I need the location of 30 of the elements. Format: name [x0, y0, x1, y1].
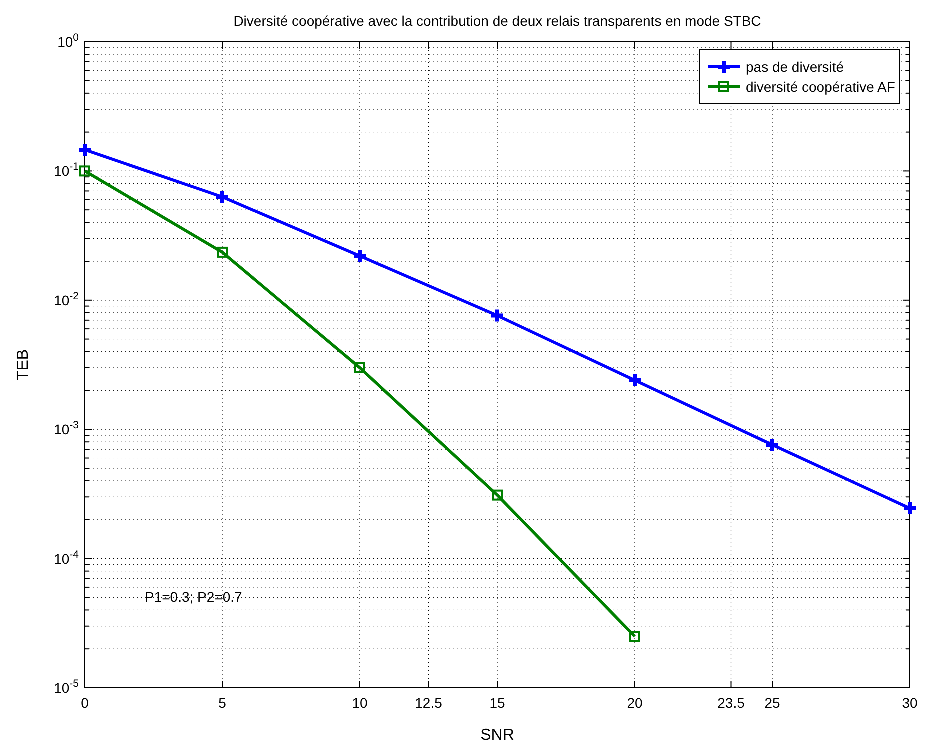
x-axis-title: SNR	[480, 727, 514, 744]
x-tick-label: 15	[490, 695, 506, 711]
y-tick-label: 10$^{-5}$	[54, 678, 80, 696]
chart-title: Diversité coopérative avec la contribution de deux relais transparents en mode STBC	[234, 13, 762, 29]
x-tick-label: 0	[81, 695, 90, 711]
point	[217, 246, 228, 258]
y-tick-label: 10$^{-2}$	[54, 290, 80, 308]
y-tick-label: 10$^{-1}$	[54, 161, 80, 180]
legend-label: diversité coopérative AF	[746, 79, 896, 95]
y-tick-label: 10$^{-4}$	[54, 548, 80, 567]
point	[352, 248, 368, 264]
point	[630, 631, 640, 642]
point	[214, 189, 230, 206]
point	[764, 437, 780, 453]
point	[80, 166, 90, 177]
y-axis-title: TEB	[15, 349, 32, 381]
x-tick-label: 12.5	[415, 695, 443, 711]
annotation: P1=0.3; P2=0.7	[145, 589, 243, 605]
x-tick-label: 20	[627, 695, 643, 711]
point	[354, 362, 366, 374]
legend-label: pas de diversité	[746, 59, 844, 75]
y-tick-label: 10$^{0}$	[58, 32, 80, 50]
point	[490, 308, 506, 324]
x-tick-label: 23.5	[718, 695, 746, 711]
x-tick-label: 25	[764, 695, 780, 711]
y-tick-label: 10$^{-3}$	[54, 420, 80, 438]
x-tick-label: 10	[352, 695, 368, 711]
x-tick-label: 30	[902, 695, 918, 711]
point	[492, 490, 503, 501]
x-tick-label: 5	[218, 695, 227, 711]
